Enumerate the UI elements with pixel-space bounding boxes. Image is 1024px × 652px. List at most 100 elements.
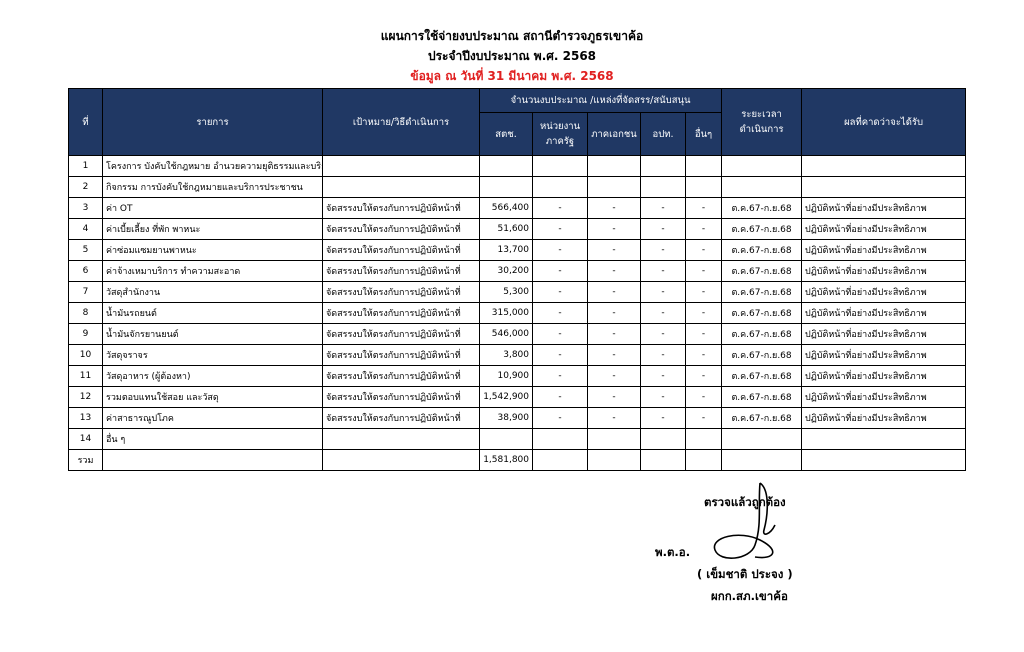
table-cell: จัดสรรงบให้ตรงกับการปฏิบัติหน้าที่ xyxy=(322,239,480,261)
table-cell: ปฏิบัติหน้าที่อย่างมีประสิทธิภาพ xyxy=(801,218,967,240)
header-cell: จำนวนงบประมาณ /แหล่งที่จัดสรร/สนับสนุน xyxy=(478,88,723,113)
table-cell: ปฏิบัติหน้าที่อย่างมีประสิทธิภาพ xyxy=(801,386,967,408)
table-cell: โครงการ บังคับใช้กฎหมาย อำนวยความยุติธรร… xyxy=(102,155,323,177)
table-cell: - xyxy=(587,260,641,282)
table-cell: ต.ค.67-ก.ย.68 xyxy=(721,344,803,366)
signer-position: ผกก.สภ.เขาค้อ xyxy=(711,589,788,603)
table-cell: - xyxy=(532,218,588,240)
title: แผนการใช้จ่ายงบประมาณ สถานีตำรวจภูธรเขาค… xyxy=(380,29,644,43)
table-cell: ปฏิบัติหน้าที่อย่างมีประสิทธิภาพ xyxy=(801,323,967,345)
table-cell: - xyxy=(684,260,723,282)
table-cell: - xyxy=(587,323,641,345)
table-cell: 7 xyxy=(68,281,103,303)
table-cell: ต.ค.67-ก.ย.68 xyxy=(721,281,803,303)
table-cell xyxy=(479,176,533,198)
table-cell: - xyxy=(587,365,641,387)
table-cell xyxy=(721,449,803,471)
table-cell: ต.ค.67-ก.ย.68 xyxy=(721,323,803,345)
table-cell: ค่าสาธารณูปโภค xyxy=(102,407,323,429)
table-cell xyxy=(684,176,723,198)
table-cell: - xyxy=(640,281,686,303)
table-row: รวม 1,581,800 xyxy=(68,449,967,471)
table-cell: 5,300 xyxy=(479,281,533,303)
table-row: 2 กิจกรรม การบังคับใช้กฎหมายและบริการประช… xyxy=(68,176,967,198)
header-cell: ผลที่คาดว่าจะได้รับ xyxy=(801,88,967,156)
table-cell: - xyxy=(532,407,588,429)
table-cell xyxy=(479,428,533,450)
table-cell: - xyxy=(640,197,686,219)
table-cell: 13,700 xyxy=(479,239,533,261)
table-cell: - xyxy=(684,365,723,387)
table-cell: กิจกรรม การบังคับใช้กฎหมายและบริการประชา… xyxy=(102,176,323,198)
table-cell: ต.ค.67-ก.ย.68 xyxy=(721,386,803,408)
table-cell: ปฏิบัติหน้าที่อย่างมีประสิทธิภาพ xyxy=(801,197,967,219)
table-cell: - xyxy=(640,365,686,387)
table-body: 1 โครงการ บังคับใช้กฎหมาย อำนวยความยุติธร… xyxy=(68,155,967,471)
table-cell xyxy=(322,176,480,198)
table-cell: 3 xyxy=(68,197,103,219)
table-cell xyxy=(322,449,480,471)
table-cell: 546,000 xyxy=(479,323,533,345)
header-cell: หน่วยงาน ภาครัฐ xyxy=(532,112,588,156)
table-cell: ปฏิบัติหน้าที่อย่างมีประสิทธิภาพ xyxy=(801,302,967,324)
table-cell: จัดสรรงบให้ตรงกับการปฏิบัติหน้าที่ xyxy=(322,260,480,282)
table-cell: น้ำมันจักรยานยนต์ xyxy=(102,323,323,345)
table-cell: 2 xyxy=(68,176,103,198)
table-cell xyxy=(801,155,967,177)
table-cell: - xyxy=(684,302,723,324)
table-cell xyxy=(322,428,480,450)
table-row: 14 อื่น ๆ xyxy=(68,428,967,450)
table-row: 3 ค่า OT จัดสรรงบให้ตรงกับการปฏิบัติหน้าที… xyxy=(68,197,967,219)
table-cell: ค่าจ้างเหมาบริการ ทำความสะอาด xyxy=(102,260,323,282)
table-cell: - xyxy=(532,281,588,303)
table-row: 1 โครงการ บังคับใช้กฎหมาย อำนวยความยุติธร… xyxy=(68,155,967,177)
table-cell: รวมตอบแทนใช้สอย และวัสดุ xyxy=(102,386,323,408)
table-cell: - xyxy=(684,407,723,429)
table-cell: - xyxy=(684,386,723,408)
table-cell: ค่าซ่อมแซมยานพาหนะ xyxy=(102,239,323,261)
table-cell: จัดสรรงบให้ตรงกับการปฏิบัติหน้าที่ xyxy=(322,302,480,324)
table-row: 8 น้ำมันรถยนต์ จัดสรรงบให้ตรงกับการปฏิบัติ… xyxy=(68,302,967,324)
table-cell xyxy=(801,176,967,198)
table-cell: - xyxy=(640,323,686,345)
table-cell: - xyxy=(684,281,723,303)
table-cell xyxy=(684,155,723,177)
table-cell: ต.ค.67-ก.ย.68 xyxy=(721,218,803,240)
table-cell: ต.ค.67-ก.ย.68 xyxy=(721,302,803,324)
header-cell: อปท. xyxy=(640,112,686,156)
table-cell: 12 xyxy=(68,386,103,408)
table-cell xyxy=(532,449,588,471)
header-cell: สตช. xyxy=(479,112,533,156)
table-row: 5 ค่าซ่อมแซมยานพาหนะ จัดสรรงบให้ตรงกับการป… xyxy=(68,239,967,261)
header-cell: เป้าหมาย/วิธีดำเนินการ xyxy=(322,88,480,156)
header-cell: ระยะเวลา ดำเนินการ xyxy=(721,88,803,156)
table-cell: 14 xyxy=(68,428,103,450)
table-cell: 1,542,900 xyxy=(479,386,533,408)
table-cell xyxy=(640,428,686,450)
table-cell: - xyxy=(587,344,641,366)
table-cell: - xyxy=(640,239,686,261)
table-cell: - xyxy=(684,197,723,219)
table-row: 10 วัสดุจราจร จัดสรรงบให้ตรงกับการปฏิบัติห… xyxy=(68,344,967,366)
table-cell xyxy=(587,176,641,198)
table-cell xyxy=(532,428,588,450)
table-cell: 10 xyxy=(68,344,103,366)
date-note: ข้อมูล ณ วันที่ 31 มีนาคม พ.ศ. 2568 xyxy=(410,69,614,83)
header-text: หน่วยงาน xyxy=(539,121,581,132)
table-cell: - xyxy=(532,302,588,324)
table-cell: ต.ค.67-ก.ย.68 xyxy=(721,365,803,387)
table-cell: - xyxy=(684,218,723,240)
table-cell: 1,581,800 xyxy=(479,449,533,471)
table-cell: 13 xyxy=(68,407,103,429)
table-cell: - xyxy=(532,260,588,282)
header-text: ดำเนินการ xyxy=(739,124,784,135)
table-cell: อื่น ๆ xyxy=(102,428,323,450)
table-cell: จัดสรรงบให้ตรงกับการปฏิบัติหน้าที่ xyxy=(322,218,480,240)
table-cell: จัดสรรงบให้ตรงกับการปฏิบัติหน้าที่ xyxy=(322,407,480,429)
table-cell: 3,800 xyxy=(479,344,533,366)
table-cell: 30,200 xyxy=(479,260,533,282)
table-cell: - xyxy=(587,386,641,408)
table-cell: 6 xyxy=(68,260,103,282)
table-cell: 566,400 xyxy=(479,197,533,219)
table-row: 6 ค่าจ้างเหมาบริการ ทำความสะอาด จัดสรรงบให… xyxy=(68,260,967,282)
